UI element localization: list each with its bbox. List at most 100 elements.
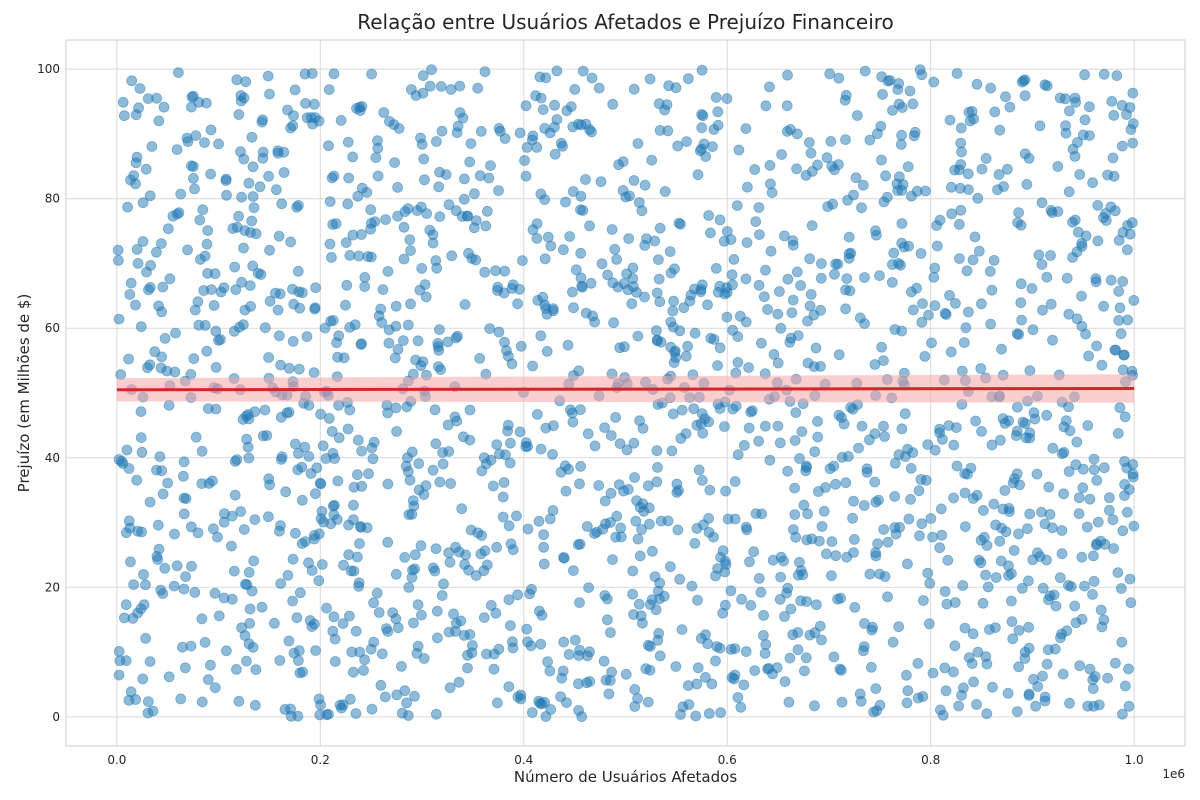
scatter-point xyxy=(722,513,734,525)
scatter-point xyxy=(375,679,387,691)
scatter-point xyxy=(249,406,261,418)
scatter-point xyxy=(378,107,390,118)
scatter-point xyxy=(665,316,677,328)
scatter-point xyxy=(714,642,726,654)
scatter-point xyxy=(995,555,1007,567)
scatter-point xyxy=(185,640,197,652)
scatter-point xyxy=(725,644,737,655)
scatter-point xyxy=(1037,582,1049,594)
scatter-point xyxy=(431,605,443,617)
scatter-point xyxy=(377,284,389,296)
scatter-point xyxy=(896,102,908,113)
regression-line xyxy=(116,386,1135,392)
scatter-point xyxy=(470,570,482,581)
scatter-point xyxy=(188,353,200,365)
scatter-point xyxy=(383,324,395,336)
scatter-point xyxy=(783,696,795,708)
scatter-point xyxy=(264,479,276,491)
scatter-point xyxy=(712,119,724,131)
scatter-point xyxy=(826,570,837,582)
scatter-point xyxy=(864,568,876,580)
scatter-point xyxy=(458,193,470,205)
scatter-point xyxy=(1091,474,1103,486)
scatter-point xyxy=(821,152,833,164)
scatter-point xyxy=(1069,150,1081,162)
scatter-point xyxy=(135,432,147,444)
scatter-point xyxy=(734,310,746,322)
scatter-point xyxy=(163,671,175,683)
scatter-point xyxy=(350,625,362,637)
scatter-point xyxy=(654,577,666,589)
scatter-point xyxy=(520,100,532,112)
scatter-point xyxy=(775,571,786,583)
scatter-point xyxy=(365,251,377,263)
scatter-point xyxy=(1084,663,1096,675)
scatter-point xyxy=(963,306,974,318)
scatter-point xyxy=(259,404,271,416)
scatter-point xyxy=(954,253,965,265)
scatter-point xyxy=(208,299,220,311)
scatter-point xyxy=(781,100,793,112)
scatter-point xyxy=(1074,169,1086,180)
scatter-point xyxy=(308,98,320,110)
scatter-point xyxy=(708,531,719,543)
scatter-point xyxy=(1050,600,1062,612)
scatter-point xyxy=(490,607,502,619)
scatter-point xyxy=(628,175,640,186)
scatter-point xyxy=(1088,550,1099,562)
scatter-point xyxy=(569,84,581,95)
scatter-point xyxy=(130,299,141,311)
scatter-point xyxy=(585,277,597,289)
scatter-point xyxy=(973,245,985,257)
scatter-point xyxy=(813,486,824,497)
scatter-point xyxy=(481,205,493,217)
scatter-point xyxy=(663,80,675,92)
scatter-point xyxy=(225,540,237,552)
scatter-point xyxy=(1013,207,1024,219)
scatter-point xyxy=(672,140,684,152)
scatter-point xyxy=(490,265,501,277)
scatter-point xyxy=(514,426,526,438)
scatter-point xyxy=(243,177,255,189)
scatter-point xyxy=(907,98,919,110)
scatter-point xyxy=(659,186,671,197)
scatter-point xyxy=(299,441,311,453)
scatter-point xyxy=(859,618,870,629)
scatter-point xyxy=(359,281,371,293)
scatter-point xyxy=(805,288,817,300)
scatter-point xyxy=(816,521,828,532)
scatter-point xyxy=(229,455,241,467)
scatter-point xyxy=(632,138,644,149)
scatter-point xyxy=(1105,274,1117,286)
scatter-point xyxy=(353,577,365,589)
scatter-point xyxy=(568,565,579,576)
scatter-point xyxy=(626,298,638,310)
scatter-point xyxy=(942,554,954,566)
scatter-point xyxy=(1108,110,1120,121)
scatter-point xyxy=(1119,411,1131,423)
scatter-point xyxy=(124,288,136,300)
scatter-point xyxy=(527,130,539,142)
scatter-point xyxy=(382,265,394,277)
scatter-point xyxy=(249,514,261,525)
scatter-point xyxy=(178,508,190,520)
scatter-point xyxy=(676,404,688,416)
scatter-point xyxy=(113,669,125,681)
scatter-point xyxy=(202,674,214,685)
scatter-point xyxy=(856,202,867,214)
scatter-point xyxy=(434,476,446,488)
scatter-point xyxy=(296,494,308,506)
scatter-point xyxy=(692,662,704,674)
scatter-point xyxy=(555,691,566,703)
scatter-point xyxy=(606,224,618,235)
scatter-point xyxy=(135,406,147,418)
scatter-point xyxy=(230,284,242,296)
scatter-point xyxy=(136,526,148,538)
scatter-point xyxy=(1013,661,1025,673)
scatter-point xyxy=(628,437,640,449)
scatter-point xyxy=(340,237,352,249)
scatter-point xyxy=(138,599,150,611)
scatter-point xyxy=(934,427,945,439)
scatter-point xyxy=(1011,706,1023,717)
scatter-point xyxy=(1030,700,1041,712)
